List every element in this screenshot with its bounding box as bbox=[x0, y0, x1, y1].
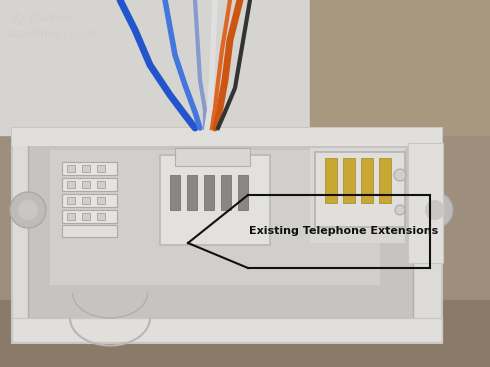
Bar bbox=[175, 148, 250, 166]
Bar bbox=[315, 152, 405, 227]
Circle shape bbox=[395, 205, 405, 215]
Bar bbox=[310, 148, 405, 243]
Bar bbox=[160, 155, 270, 245]
Text: Voadmin.co.uk: Voadmin.co.uk bbox=[5, 28, 97, 41]
Bar bbox=[67, 197, 75, 204]
Bar bbox=[12, 128, 442, 146]
Bar bbox=[170, 175, 180, 210]
Bar bbox=[97, 197, 105, 204]
Bar bbox=[408, 143, 443, 263]
Bar bbox=[67, 181, 75, 188]
Bar bbox=[0, 300, 490, 367]
Circle shape bbox=[417, 192, 453, 228]
Text: Existing Telephone Extensions: Existing Telephone Extensions bbox=[249, 226, 439, 236]
Bar bbox=[97, 165, 105, 172]
Bar bbox=[361, 158, 373, 203]
Bar bbox=[310, 0, 490, 135]
Circle shape bbox=[18, 200, 38, 220]
Bar bbox=[62, 225, 117, 237]
Bar bbox=[28, 143, 413, 318]
Text: dy Barnes: dy Barnes bbox=[10, 12, 73, 25]
Circle shape bbox=[425, 200, 445, 220]
Bar bbox=[12, 128, 442, 343]
Bar bbox=[82, 165, 90, 172]
Bar bbox=[0, 0, 310, 135]
Bar bbox=[379, 158, 391, 203]
Bar bbox=[82, 197, 90, 204]
Bar bbox=[82, 213, 90, 220]
Bar bbox=[97, 181, 105, 188]
Bar bbox=[82, 181, 90, 188]
Bar bbox=[238, 175, 248, 210]
Bar bbox=[187, 175, 197, 210]
Bar bbox=[67, 213, 75, 220]
Bar bbox=[50, 150, 380, 285]
Bar bbox=[62, 162, 117, 175]
Bar bbox=[67, 165, 75, 172]
Circle shape bbox=[10, 192, 46, 228]
Bar bbox=[97, 213, 105, 220]
Circle shape bbox=[394, 169, 406, 181]
Bar bbox=[62, 178, 117, 191]
Bar bbox=[70, 290, 150, 320]
Bar bbox=[343, 158, 355, 203]
Bar bbox=[62, 194, 117, 207]
Bar bbox=[221, 175, 231, 210]
Bar bbox=[325, 158, 337, 203]
Bar bbox=[62, 210, 117, 223]
Bar bbox=[12, 318, 442, 342]
Bar bbox=[204, 175, 214, 210]
